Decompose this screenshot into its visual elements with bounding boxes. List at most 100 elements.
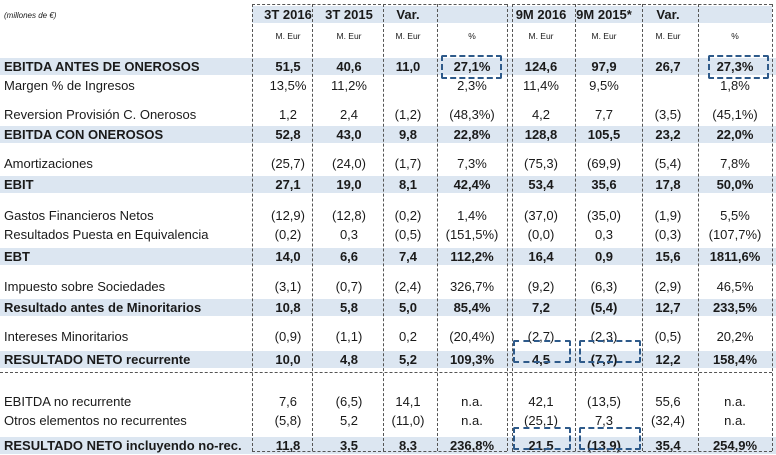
table-cell: (12,8) [332, 208, 366, 223]
table-cell: (0,5) [394, 227, 422, 242]
table-cell: 5,5% [720, 208, 750, 223]
table-cell: (25,1) [524, 413, 558, 428]
table-cell: (0,9) [274, 329, 302, 344]
row-shading [0, 176, 776, 193]
table-cell: 40,6 [336, 59, 362, 74]
table-cell: 0,9 [594, 249, 614, 264]
table-cell: 12,7 [655, 300, 681, 315]
column-subheader: M. Eur [275, 31, 301, 41]
table-cell: (0,5) [654, 329, 682, 344]
table-cell: 55,6 [655, 394, 681, 409]
table-cell: 1,8% [720, 78, 750, 93]
column-subheader: M. Eur [336, 31, 362, 41]
row-label: RESULTADO NETO incluyendo no-rec. [4, 438, 242, 453]
table-cell: (24,0) [332, 156, 366, 171]
table-cell: 17,8 [655, 177, 681, 192]
table-cell: 7,7 [594, 107, 614, 122]
row-label: Intereses Minoritarios [4, 329, 129, 344]
table-cell: (37,0) [524, 208, 558, 223]
highlight-box [579, 427, 641, 450]
table-cell: 19,0 [336, 177, 362, 192]
table-cell: 11,4% [523, 78, 559, 93]
table-cell: 7,8% [720, 156, 750, 171]
row-label: RESULTADO NETO recurrente [4, 352, 191, 367]
table-cell: (0,0) [527, 227, 555, 242]
table-cell: 27,3% [716, 59, 754, 74]
column-divider [642, 4, 643, 451]
table-cell: (5,4) [590, 300, 618, 315]
table-cell: 4,2 [531, 107, 551, 122]
table-cell: 5,0 [398, 300, 418, 315]
table-cell: (2,4) [394, 279, 422, 294]
table-cell: 12,2 [655, 352, 681, 367]
column-divider [437, 4, 438, 451]
table-cell: (3,1) [274, 279, 302, 294]
table-cell: 53,4 [528, 177, 554, 192]
column-divider [575, 4, 576, 451]
table-cell: 5,2 [398, 352, 418, 367]
row-label: Resultado antes de Minoritarios [4, 300, 202, 315]
table-cell: 4,8 [339, 352, 359, 367]
table-cell: 1811,6% [709, 249, 761, 264]
highlight-box [708, 55, 769, 79]
table-cell: 112,2% [450, 249, 494, 264]
table-cell: 15,6 [655, 249, 681, 264]
table-cell: 22,8% [453, 127, 491, 142]
row-label: Amortizaciones [4, 156, 93, 171]
row-label: Margen % de Ingresos [4, 78, 135, 93]
table-cell: 236,8% [449, 438, 495, 453]
table-cell: n.a. [461, 413, 483, 428]
table-cell: (25,7) [271, 156, 305, 171]
table-cell: 2,4 [339, 107, 359, 122]
table-cell: 46,5% [716, 279, 754, 294]
table-cell: (1,7) [394, 156, 422, 171]
table-cell: 43,0 [336, 127, 362, 142]
table-cell: n.a. [461, 394, 483, 409]
column-subheader: M. Eur [395, 31, 421, 41]
table-cell: 0,3 [339, 227, 359, 242]
table-cell: 51,5 [275, 59, 301, 74]
row-divider [512, 451, 772, 452]
table-cell: (69,9) [587, 156, 621, 171]
column-header: Var. [656, 7, 680, 22]
table-cell: 105,5 [587, 127, 621, 142]
table-cell: 27,1% [453, 59, 491, 74]
table-cell: 158,4% [712, 352, 758, 367]
column-subheader: M. Eur [591, 31, 617, 41]
table-cell: 11,8 [275, 438, 301, 453]
table-cell: 35,6 [591, 177, 617, 192]
column-divider [312, 4, 313, 451]
table-cell: 5,8 [339, 300, 359, 315]
table-cell: n.a. [724, 413, 746, 428]
table-cell: (32,4) [651, 413, 685, 428]
table-cell: (0,2) [274, 227, 302, 242]
column-subheader: % [468, 31, 476, 41]
row-divider [252, 451, 507, 452]
table-cell: 97,9 [591, 59, 617, 74]
table-cell: 9,5% [589, 78, 619, 93]
table-cell: (0,3) [654, 227, 682, 242]
column-header: 3T 2016 [264, 7, 312, 22]
table-cell: (107,7%) [708, 227, 762, 242]
row-label: Impuesto sobre Sociedades [4, 279, 166, 294]
table-cell: 124,6 [524, 59, 558, 74]
row-shading [0, 248, 776, 265]
row-shading [0, 351, 776, 368]
table-cell: (48,3%) [449, 107, 495, 122]
table-cell: 27,1 [275, 177, 301, 192]
table-cell: 128,8 [524, 127, 558, 142]
column-subheader: M. Eur [655, 31, 681, 41]
table-cell: (35,0) [587, 208, 621, 223]
row-label: EBITDA no recurrente [4, 394, 132, 409]
table-cell: (13,5) [587, 394, 621, 409]
row-label: EBIT [4, 177, 34, 192]
table-cell: 52,8 [275, 127, 301, 142]
table-cell: 1,2 [278, 107, 298, 122]
table-cell: 14,1 [395, 394, 421, 409]
table-cell: 0,3 [594, 227, 614, 242]
row-label: EBT [4, 249, 30, 264]
table-cell: 7,2 [531, 300, 551, 315]
column-header: Var. [396, 7, 420, 22]
table-cell: (0,7) [335, 279, 363, 294]
column-divider [383, 4, 384, 451]
